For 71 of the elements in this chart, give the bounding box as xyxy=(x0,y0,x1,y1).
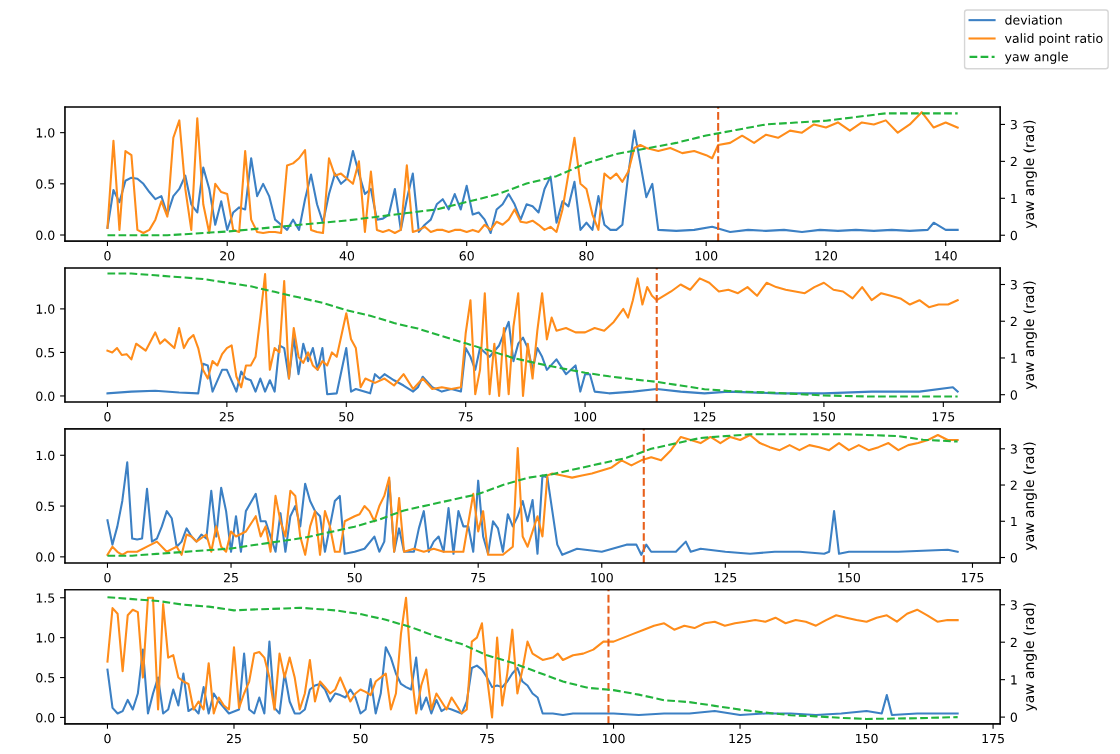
y2-tick-label: 1 xyxy=(1011,193,1017,204)
y2-tick-label: 0 xyxy=(1010,552,1018,563)
x-tick-label: 75 xyxy=(458,412,473,422)
y2-axis-title: yaw angle (rad) xyxy=(1023,281,1037,390)
x-tick-label: 0 xyxy=(104,411,111,422)
x-tick-label: 150 xyxy=(838,572,861,583)
x-tick-label: 50 xyxy=(353,733,368,744)
y2-tick-label: 1 xyxy=(1011,675,1017,685)
x-tick-label: 40 xyxy=(339,251,355,261)
x-tick-label: 100 xyxy=(602,733,625,744)
x-tick-label: 100 xyxy=(574,411,597,422)
x-tick-label: 175 xyxy=(982,733,1004,744)
x-tick-label: 75 xyxy=(480,733,494,744)
x-tick-label: 25 xyxy=(226,733,241,744)
x-tick-label: 150 xyxy=(856,733,878,744)
x-tick-label: 50 xyxy=(339,411,354,422)
legend-label: deviation xyxy=(1005,15,1062,25)
x-tick-label: 150 xyxy=(813,411,836,422)
y2-tick-label: 3 xyxy=(1010,279,1017,290)
x-tick-label: 125 xyxy=(714,572,737,583)
y2-tick-label: 3 xyxy=(1010,119,1017,130)
x-tick-label: 175 xyxy=(961,573,984,583)
y-tick-label: 0.0 xyxy=(36,712,55,723)
x-tick-label: 0 xyxy=(104,733,111,744)
y2-tick-label: 1 xyxy=(1011,353,1017,363)
x-tick-label: 175 xyxy=(932,412,955,422)
x-tick-label: 75 xyxy=(471,573,486,583)
y-tick-label: 0.5 xyxy=(36,501,55,511)
y-tick-label: 0.5 xyxy=(36,179,55,189)
y2-tick-label: 0 xyxy=(1010,390,1018,400)
x-tick-label: 125 xyxy=(693,411,716,422)
y-tick-label: 0.5 xyxy=(36,347,55,358)
y-tick-label: 1.0 xyxy=(36,128,55,138)
y2-axis-title: yaw angle (rad) xyxy=(1023,603,1037,712)
y-tick-label: 1.5 xyxy=(36,593,55,603)
y2-tick-label: 1 xyxy=(1011,516,1017,527)
y2-tick-label: 3 xyxy=(1010,444,1017,454)
legend-label: yaw angle xyxy=(1004,51,1068,64)
y-tick-label: 1.0 xyxy=(36,633,55,643)
y2-tick-label: 0 xyxy=(1010,230,1018,241)
line-series xyxy=(106,320,959,396)
x-tick-label: 25 xyxy=(219,411,234,422)
line-series xyxy=(106,640,959,717)
y2-tick-label: 2 xyxy=(1010,637,1017,647)
x-tick-label: 100 xyxy=(695,251,718,261)
legend-label: valid point ratio xyxy=(1004,33,1103,46)
x-tick-label: 20 xyxy=(220,251,235,261)
x-tick-label: 25 xyxy=(224,572,238,583)
y2-tick-label: 2 xyxy=(1010,316,1017,326)
y2-axis-title: yaw angle (rad) xyxy=(1023,120,1037,229)
x-tick-label: 140 xyxy=(935,251,957,261)
y2-tick-label: 2 xyxy=(1010,480,1017,490)
y2-axis-title: yaw angle (rad) xyxy=(1023,442,1037,551)
y-tick-label: 0.5 xyxy=(36,673,55,683)
x-tick-label: 0 xyxy=(104,572,111,583)
y-tick-label: 0.0 xyxy=(36,391,55,401)
y-tick-label: 0.0 xyxy=(36,552,55,562)
y2-tick-label: 0 xyxy=(1010,712,1018,723)
x-tick-label: 100 xyxy=(591,572,613,583)
y2-tick-label: 3 xyxy=(1010,600,1017,610)
x-tick-label: 50 xyxy=(347,572,362,583)
line-series xyxy=(106,461,959,556)
y-tick-label: 1.0 xyxy=(36,450,55,461)
x-tick-label: 120 xyxy=(815,251,838,261)
x-tick-label: 80 xyxy=(579,251,594,261)
x-tick-label: 125 xyxy=(729,733,751,744)
y-tick-label: 0.0 xyxy=(36,230,55,240)
x-tick-label: 0 xyxy=(104,251,111,261)
x-tick-label: 60 xyxy=(459,251,474,261)
y2-tick-label: 2 xyxy=(1010,156,1017,167)
y-tick-label: 1.0 xyxy=(36,304,55,314)
